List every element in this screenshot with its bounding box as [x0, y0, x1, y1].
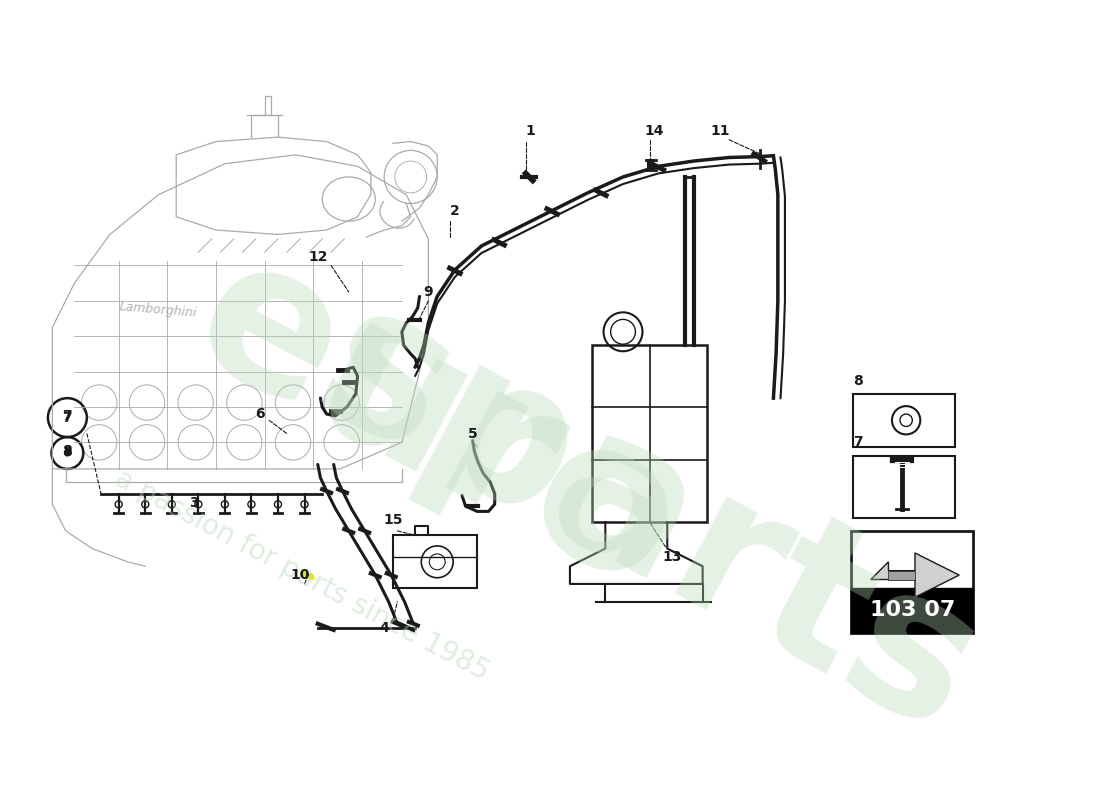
Text: 14: 14 [645, 124, 663, 138]
Circle shape [301, 501, 308, 508]
Text: 1: 1 [525, 124, 535, 138]
Circle shape [248, 501, 255, 508]
Circle shape [116, 501, 122, 508]
Text: 11: 11 [711, 124, 730, 138]
Text: 15: 15 [383, 514, 403, 527]
Bar [851, 531, 974, 633]
Text: 9: 9 [424, 285, 433, 299]
Polygon shape [871, 553, 959, 598]
Circle shape [142, 501, 148, 508]
Text: 12: 12 [308, 250, 328, 263]
Circle shape [64, 450, 70, 457]
Text: 10: 10 [290, 568, 310, 582]
Text: 4: 4 [379, 621, 389, 635]
Bar [854, 456, 955, 518]
Text: euro: euro [163, 217, 712, 632]
Text: 7: 7 [63, 409, 73, 423]
Circle shape [274, 501, 282, 508]
Text: 3: 3 [189, 495, 199, 510]
Bar [592, 345, 707, 522]
Circle shape [221, 501, 229, 508]
Text: 2: 2 [450, 203, 460, 218]
Text: 5: 5 [468, 426, 477, 441]
Bar [854, 394, 955, 447]
Text: 6: 6 [255, 407, 265, 421]
Circle shape [168, 501, 175, 508]
Text: 8: 8 [63, 444, 73, 458]
Circle shape [195, 501, 202, 508]
Text: 7: 7 [63, 410, 73, 425]
Bar [851, 588, 974, 633]
Text: Lamborghini: Lamborghini [119, 300, 198, 320]
Text: 13: 13 [662, 550, 681, 564]
Text: sparts: sparts [287, 268, 1010, 776]
Text: 103 07: 103 07 [870, 601, 955, 621]
Bar [393, 535, 477, 588]
Polygon shape [889, 570, 915, 579]
Text: a passion for parts since 1985: a passion for parts since 1985 [110, 464, 494, 686]
Text: 8: 8 [854, 374, 862, 387]
Text: 7: 7 [854, 435, 862, 450]
Text: 8: 8 [63, 446, 72, 459]
